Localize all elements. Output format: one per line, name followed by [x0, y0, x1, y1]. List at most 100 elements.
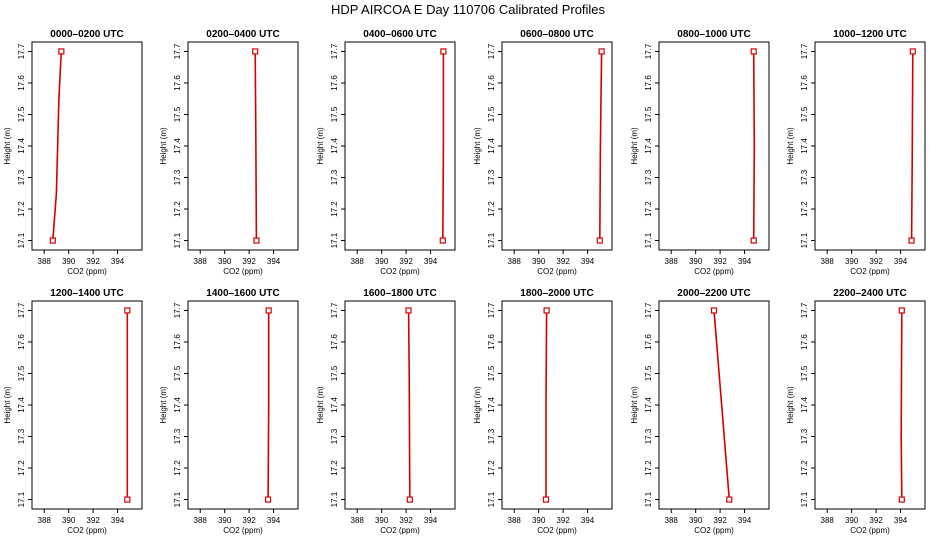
- x-tick-label: 390: [375, 516, 389, 525]
- profile-endpoint-marker: [440, 48, 447, 55]
- profile-endpoint-marker: [726, 496, 733, 503]
- y-tick-label: 17.3: [17, 169, 26, 185]
- y-tick-label: 17.3: [487, 428, 496, 444]
- profile-endpoint-marker: [439, 237, 446, 244]
- x-tick-label: 388: [821, 257, 835, 266]
- profile-line: [910, 51, 914, 241]
- y-tick-label: 17.5: [800, 365, 809, 381]
- panel-title: 1600–1800 UTC: [363, 288, 436, 299]
- x-tick-label: 390: [375, 257, 389, 266]
- chart-panel: 2200–2400 UTC 388 390 392 394 17.1 17.2 17.3 17.…: [786, 288, 926, 535]
- x-tick-label: 388: [194, 516, 208, 525]
- y-tick-label: 17.7: [330, 302, 339, 318]
- y-tick-label: 17.7: [800, 43, 809, 59]
- x-tick-label: 392: [399, 516, 413, 525]
- plot-frame: [501, 300, 613, 510]
- y-axis-label: Height (m): [786, 386, 795, 424]
- profile-line: [599, 51, 603, 241]
- chart-panel: 1800–2000 UTC 388 390 392 394 17.1 17.2 17.3 17.…: [473, 288, 613, 535]
- y-tick-label: 17.2: [173, 460, 182, 476]
- profile-endpoint-marker: [265, 307, 272, 314]
- x-tick-label: 390: [218, 257, 232, 266]
- panel-title: 0400–0600 UTC: [363, 29, 436, 40]
- x-tick-label: 392: [86, 257, 100, 266]
- panel-title: 1400–1600 UTC: [206, 288, 279, 299]
- x-axis-label: CO2 (ppm): [67, 267, 107, 276]
- profile-endpoint-marker: [750, 237, 757, 244]
- y-tick-label: 17.1: [644, 232, 653, 248]
- x-tick-label: 392: [242, 257, 256, 266]
- panel-title: 0000–0200 UTC: [50, 29, 123, 40]
- x-tick-label: 390: [62, 516, 76, 525]
- x-tick-label: 392: [713, 257, 727, 266]
- profile-line: [254, 51, 258, 241]
- y-tick-label: 17.6: [17, 75, 26, 91]
- x-tick-label: 394: [894, 516, 908, 525]
- profile-line: [713, 310, 731, 500]
- panel-title: 1200–1400 UTC: [50, 288, 123, 299]
- y-tick-label: 17.7: [173, 302, 182, 318]
- chart-panel: 0800–1000 UTC 388 390 392 394 17.1 17.2 17.3 17.…: [630, 29, 770, 276]
- profile-endpoint-marker: [253, 237, 260, 244]
- chart-panel: 1400–1600 UTC 388 390 392 394 17.1 17.2 17.3 17.…: [159, 288, 299, 535]
- x-tick-label: 392: [869, 257, 883, 266]
- y-tick-label: 17.3: [173, 169, 182, 185]
- plot-frame: [187, 300, 299, 510]
- y-tick-label: 17.5: [17, 106, 26, 122]
- profile-endpoint-marker: [405, 307, 412, 314]
- panel-title: 0200–0400 UTC: [206, 29, 279, 40]
- y-tick-label: 17.6: [800, 334, 809, 350]
- y-axis-label: Height (m): [630, 386, 639, 424]
- y-tick-label: 17.4: [330, 138, 339, 154]
- profile-line: [267, 310, 270, 500]
- y-tick-label: 17.2: [487, 201, 496, 217]
- y-tick-label: 17.4: [644, 138, 653, 154]
- x-tick-label: 392: [399, 257, 413, 266]
- profile-endpoint-marker: [898, 307, 905, 314]
- y-axis-label: Height (m): [3, 127, 12, 165]
- profile-endpoint-marker: [898, 496, 905, 503]
- y-tick-label: 17.2: [487, 460, 496, 476]
- y-tick-label: 17.5: [17, 365, 26, 381]
- profile-endpoint-marker: [908, 237, 915, 244]
- profile-line: [442, 51, 445, 241]
- x-tick-label: 390: [62, 257, 76, 266]
- x-tick-label: 388: [38, 516, 52, 525]
- x-tick-label: 388: [665, 516, 679, 525]
- y-axis-label: Height (m): [316, 127, 325, 165]
- chart-panel: 0400–0600 UTC 388 390 392 394 17.1 17.2 17.3 17.…: [316, 29, 456, 276]
- x-tick-label: 392: [869, 516, 883, 525]
- y-tick-label: 17.2: [644, 460, 653, 476]
- y-tick-label: 17.7: [330, 43, 339, 59]
- profile-endpoint-marker: [543, 307, 550, 314]
- y-tick-label: 17.5: [644, 106, 653, 122]
- x-tick-label: 394: [894, 257, 908, 266]
- x-tick-label: 392: [556, 257, 570, 266]
- x-tick-label: 394: [738, 516, 752, 525]
- profile-line: [52, 51, 63, 241]
- plot-frame: [344, 41, 456, 251]
- x-tick-label: 394: [581, 257, 595, 266]
- y-tick-label: 17.3: [644, 169, 653, 185]
- chart-panel: 0200–0400 UTC 388 390 392 394 17.1 17.2 17.3 17.…: [159, 29, 299, 276]
- x-tick-label: 392: [713, 516, 727, 525]
- chart-panel: 1000–1200 UTC 388 390 392 394 17.1 17.2 17.3 17.…: [786, 29, 926, 276]
- y-tick-label: 17.7: [17, 43, 26, 59]
- y-axis-label: Height (m): [786, 127, 795, 165]
- y-axis-label: Height (m): [3, 386, 12, 424]
- y-axis-label: Height (m): [630, 127, 639, 165]
- y-tick-label: 17.4: [17, 397, 26, 413]
- y-tick-label: 17.4: [17, 138, 26, 154]
- y-tick-label: 17.1: [487, 232, 496, 248]
- panel-title: 2000–2200 UTC: [677, 288, 750, 299]
- profile-line: [900, 310, 903, 500]
- chart-panel: 1600–1800 UTC 388 390 392 394 17.1 17.2 17.3 17.…: [316, 288, 456, 535]
- y-tick-label: 17.7: [487, 302, 496, 318]
- y-tick-label: 17.1: [800, 232, 809, 248]
- x-tick-label: 394: [111, 516, 125, 525]
- x-tick-label: 388: [508, 257, 522, 266]
- x-tick-label: 390: [845, 257, 859, 266]
- x-tick-label: 390: [689, 257, 703, 266]
- plot-frame: [814, 300, 926, 510]
- y-tick-label: 17.3: [644, 428, 653, 444]
